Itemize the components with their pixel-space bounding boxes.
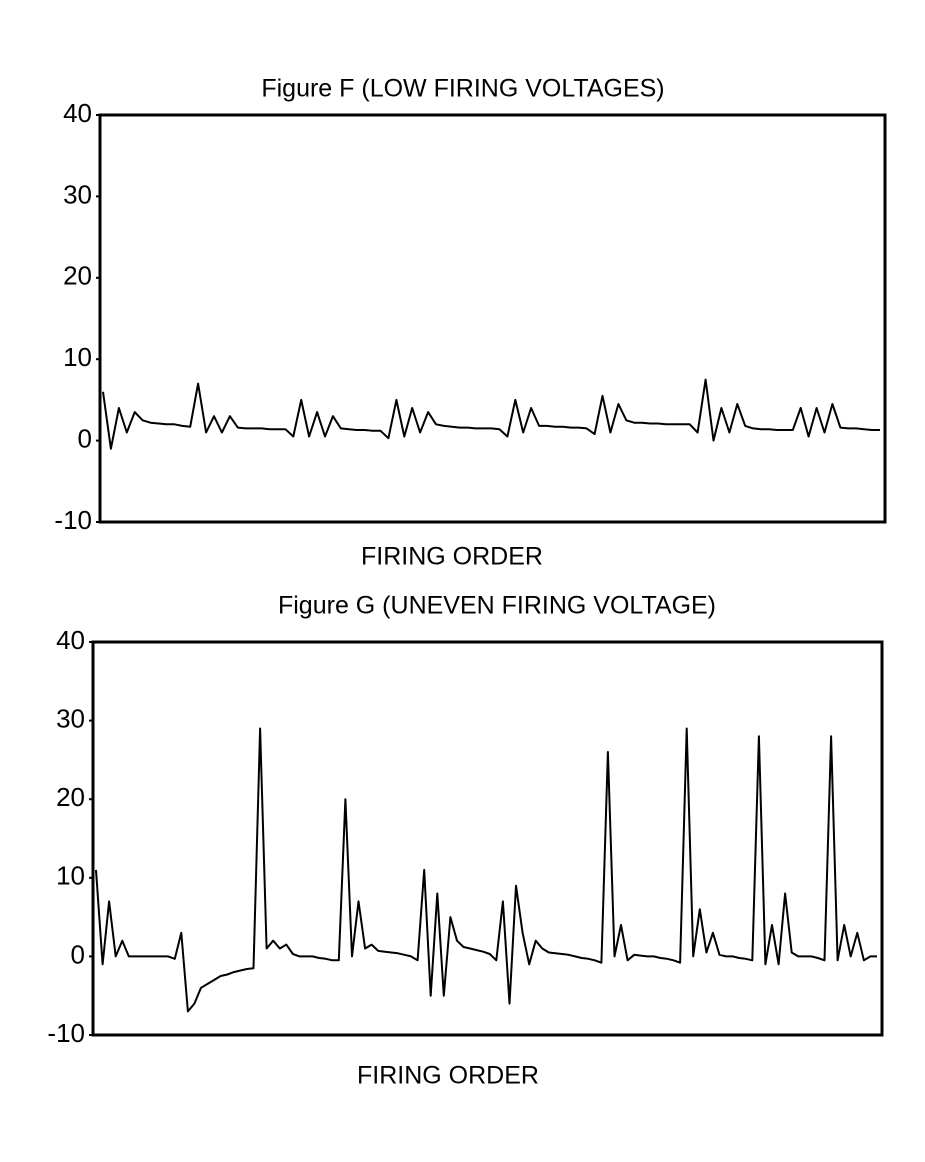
- y-tick-label: -10: [54, 505, 92, 535]
- y-tick-label: 10: [56, 861, 85, 891]
- y-tick-label: 20: [56, 782, 85, 812]
- y-tick-label: 10: [63, 342, 92, 372]
- y-tick-label: -10: [47, 1018, 85, 1048]
- y-tick-label: 0: [71, 939, 85, 969]
- chart-title: Figure G (UNEVEN FIRING VOLTAGE): [278, 592, 716, 620]
- y-tick-label: 30: [56, 703, 85, 733]
- y-tick-label: 40: [63, 98, 92, 128]
- y-tick-label: 20: [63, 261, 92, 291]
- trace-line: [95, 727, 877, 1013]
- chart-title: Figure F (LOW FIRING VOLTAGES): [261, 75, 664, 103]
- x-axis-label: FIRING ORDER: [357, 1062, 539, 1090]
- x-axis-label: FIRING ORDER: [361, 543, 543, 571]
- y-tick-label: 30: [63, 179, 92, 209]
- plot-frame: [91, 640, 884, 1037]
- plot-frame: [98, 113, 887, 524]
- y-tick-label: 40: [56, 625, 85, 655]
- y-tick-label: 0: [78, 423, 92, 453]
- trace-line: [102, 378, 880, 450]
